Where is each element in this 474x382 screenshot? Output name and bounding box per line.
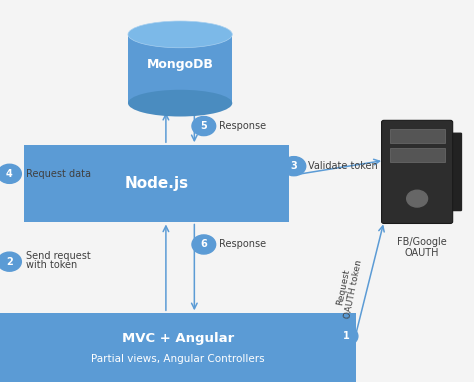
Text: Response: Response — [219, 240, 266, 249]
Text: 2: 2 — [6, 257, 13, 267]
Text: 1: 1 — [343, 331, 349, 341]
Text: Partial views, Angular Controllers: Partial views, Angular Controllers — [91, 354, 264, 364]
Text: Node.js: Node.js — [124, 176, 189, 191]
Circle shape — [192, 117, 216, 136]
FancyBboxPatch shape — [390, 129, 445, 143]
Text: Send request: Send request — [26, 251, 91, 261]
FancyBboxPatch shape — [128, 34, 232, 103]
Text: 6: 6 — [201, 240, 207, 249]
FancyBboxPatch shape — [382, 120, 453, 223]
Ellipse shape — [128, 90, 232, 117]
Circle shape — [334, 327, 358, 346]
FancyBboxPatch shape — [390, 148, 445, 162]
FancyBboxPatch shape — [0, 313, 356, 382]
Ellipse shape — [128, 21, 232, 48]
Text: Response: Response — [219, 121, 266, 131]
Text: with token: with token — [26, 261, 77, 270]
Circle shape — [0, 252, 21, 271]
Circle shape — [0, 164, 21, 183]
Text: Request
OAUTH token: Request OAUTH token — [333, 257, 364, 319]
FancyBboxPatch shape — [24, 145, 289, 222]
Text: MongoDB: MongoDB — [146, 58, 214, 71]
Text: 4: 4 — [6, 169, 13, 179]
Circle shape — [407, 190, 428, 207]
Text: Validate token: Validate token — [308, 161, 378, 171]
Text: 5: 5 — [201, 121, 207, 131]
Text: 3: 3 — [291, 161, 297, 171]
Circle shape — [282, 157, 306, 176]
Text: MVC + Angular: MVC + Angular — [122, 332, 234, 345]
Text: FB/Google
OAUTH: FB/Google OAUTH — [397, 237, 447, 259]
Circle shape — [192, 235, 216, 254]
FancyBboxPatch shape — [447, 133, 462, 211]
Text: Request data: Request data — [26, 169, 91, 179]
